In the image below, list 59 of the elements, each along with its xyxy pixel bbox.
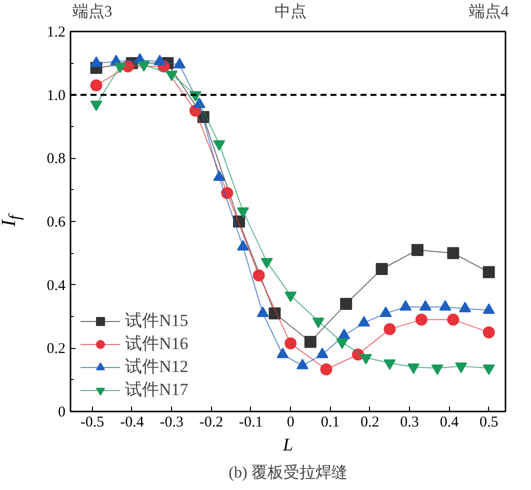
point (358, 316, 370, 327)
y-tick-label: 0.6 (46, 214, 66, 230)
y-tick-label: 1.0 (46, 88, 66, 104)
point (304, 336, 316, 348)
y-tick-label: 1.2 (46, 24, 66, 40)
point (482, 326, 495, 338)
point (154, 54, 166, 66)
text: 中点 (274, 2, 307, 20)
x-axis-title: L (282, 434, 294, 454)
legend-label: 试件N16 (125, 333, 188, 355)
y-tick-label: 0.4 (46, 278, 66, 294)
point (90, 56, 102, 67)
point (296, 358, 308, 370)
point (320, 363, 332, 376)
point (482, 303, 495, 314)
point (411, 244, 424, 256)
x-tick-label: 0 (286, 414, 294, 430)
point (439, 300, 452, 311)
x-tick-label: 0.2 (360, 414, 380, 430)
x-tick-label: -0.5 (80, 414, 104, 430)
legend-label: 试件N12 (125, 356, 188, 378)
point (252, 269, 265, 282)
text: 端点4 (468, 2, 509, 20)
point (340, 298, 352, 310)
point (384, 323, 396, 336)
legend-label: 试件N17 (125, 379, 188, 401)
x-tick-label: 0.5 (479, 414, 498, 430)
text: (b) 覆板受拉焊缝 (228, 464, 348, 482)
x-tick-label: 0.4 (440, 414, 460, 430)
point (174, 58, 186, 68)
point (236, 240, 249, 251)
legend-label: 试件N15 (125, 310, 188, 332)
x-tick-label: -0.4 (120, 414, 144, 430)
x-tick-label: 0.1 (320, 414, 340, 430)
point (284, 337, 297, 350)
x-tick-label: -0.3 (160, 414, 184, 430)
point (459, 302, 472, 312)
point (90, 79, 102, 92)
point (380, 306, 392, 318)
point (376, 263, 388, 275)
point (447, 247, 460, 260)
point (276, 348, 289, 358)
y-tick-label: 0 (58, 404, 66, 420)
x-tick-label: 0.3 (400, 414, 419, 430)
point (268, 307, 281, 320)
point (338, 328, 350, 340)
point (256, 306, 269, 318)
x-tick-label: -0.2 (199, 414, 224, 430)
point (415, 314, 428, 326)
y-tick-label: 0.2 (46, 341, 66, 358)
point (447, 314, 460, 326)
y-tick-label: 0.8 (46, 151, 66, 168)
x-tick-label: -0.1 (239, 414, 263, 430)
point (316, 348, 328, 358)
point (419, 300, 432, 311)
point (400, 300, 412, 311)
text: 端点3 (72, 2, 112, 20)
point (213, 170, 226, 181)
point (482, 266, 495, 278)
